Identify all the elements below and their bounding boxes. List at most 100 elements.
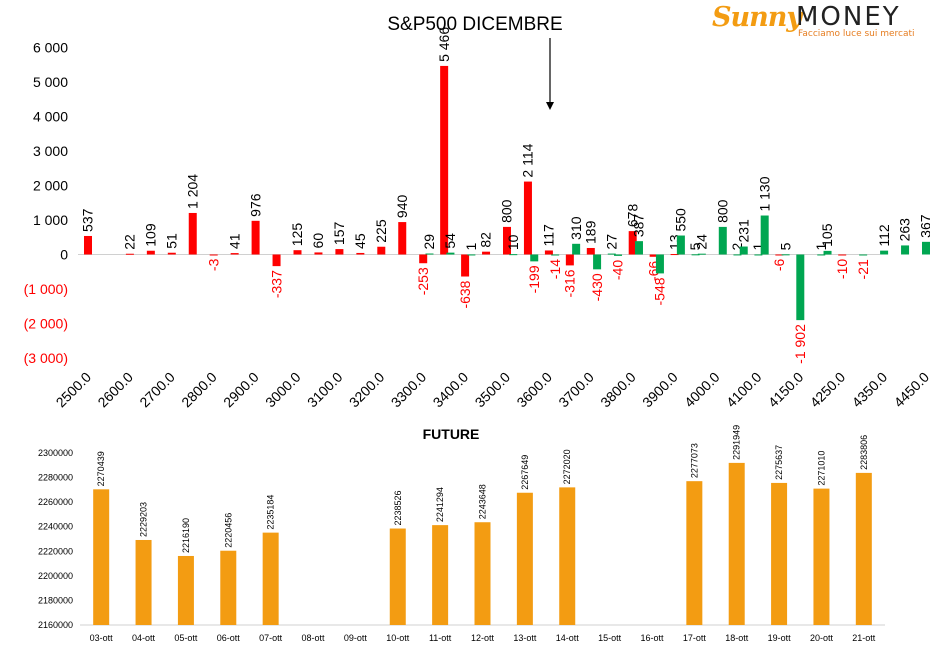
x-tick-label: 11-ott — [429, 633, 452, 643]
bar-positive — [922, 241, 930, 255]
bar-positive — [593, 254, 602, 270]
bar-negative — [335, 249, 344, 255]
x-tick-label: 3300.0 — [388, 369, 430, 411]
bar-data-label: 2229203 — [139, 502, 149, 537]
future-bar — [559, 487, 576, 625]
bar-data-label: 157 — [331, 222, 347, 246]
bar-data-label: -430 — [589, 273, 605, 301]
bar-data-label: 800 — [499, 199, 515, 223]
bar-data-label: 678 — [624, 204, 640, 228]
y-tick-label: 2300000 — [38, 448, 73, 458]
bar-positive — [781, 254, 790, 256]
bar-data-label: 5 — [777, 242, 793, 250]
x-tick-label: 14-ott — [556, 633, 580, 643]
bar-positive — [551, 254, 560, 256]
x-tick-label: 13-ott — [513, 633, 537, 643]
bar-positive — [697, 253, 706, 255]
bar-positive — [425, 253, 434, 255]
bar-negative — [293, 250, 302, 255]
bar-negative — [419, 254, 428, 264]
bar-positive — [467, 254, 476, 256]
x-tick-label: 4350.0 — [849, 369, 891, 411]
bar-data-label: 125 — [289, 223, 305, 247]
bar-positive — [739, 246, 748, 255]
bar-negative — [146, 250, 155, 255]
bar-data-label: 800 — [714, 199, 730, 223]
bar-data-label: 976 — [247, 193, 263, 217]
bar-data-label: -199 — [526, 265, 542, 293]
bar-positive — [733, 254, 742, 256]
bar-data-label: 41 — [226, 233, 242, 249]
x-tick-label: 4250.0 — [807, 369, 849, 411]
x-tick-label: 2700.0 — [136, 369, 178, 411]
bar-data-label: 231 — [735, 219, 751, 243]
bar-negative — [586, 247, 595, 255]
bar-data-label: 10 — [505, 234, 521, 250]
future-bar — [135, 539, 152, 625]
x-tick-label: 3900.0 — [639, 369, 681, 411]
bar-data-label: 940 — [394, 194, 410, 218]
y-tick-label: 4 000 — [33, 109, 68, 125]
bar-negative — [628, 231, 637, 255]
bar-positive — [655, 254, 664, 274]
x-tick-label: 09-ott — [344, 633, 368, 643]
bar-negative — [230, 253, 239, 255]
bar-negative — [461, 254, 470, 277]
bar-data-label: 537 — [80, 208, 96, 232]
future-bar — [432, 525, 449, 625]
future-chart: FUTURE 2300000 2280000 2260000 2240000 222000… — [38, 425, 885, 643]
x-tick-label: 06-ott — [217, 633, 241, 643]
bar-data-label: -40 — [610, 260, 626, 280]
bar-positive — [530, 254, 539, 262]
bar-data-label: 1 130 — [756, 176, 772, 211]
bar-data-label: 1 — [463, 242, 479, 250]
y-tick-label: 0 — [60, 247, 68, 263]
bar-negative — [251, 220, 260, 255]
x-tick-label: 2900.0 — [220, 369, 262, 411]
x-tick-label: 3400.0 — [430, 369, 472, 411]
bar-positive — [796, 254, 805, 321]
future-bar — [177, 555, 194, 625]
bar-negative — [209, 254, 218, 256]
bar-negative — [440, 65, 449, 255]
bar-positive — [509, 254, 518, 256]
bar-data-label: 109 — [143, 223, 159, 247]
bar-positive — [614, 254, 623, 256]
bar-data-label: -548 — [652, 277, 668, 305]
bar-data-label: -3 — [205, 258, 221, 271]
future-bar — [220, 550, 237, 625]
x-tick-label: 3700.0 — [555, 369, 597, 411]
bar-data-label: 263 — [897, 218, 913, 242]
y-tick-label: 2180000 — [38, 595, 73, 605]
x-tick-label: 16-ott — [640, 633, 664, 643]
y-tick-label: 2260000 — [38, 497, 73, 507]
x-tick-label: 10-ott — [386, 633, 410, 643]
bar-negative — [544, 250, 553, 255]
bar-positive — [607, 253, 616, 255]
bar-positive — [880, 250, 889, 255]
x-tick-label: 08-ott — [302, 633, 326, 643]
bar-data-label: 2275637 — [774, 445, 784, 480]
bar-data-label: 22 — [122, 234, 138, 250]
bar-negative — [670, 254, 679, 256]
x-tick-label: 2500.0 — [53, 369, 95, 411]
x-tick-label: 4100.0 — [723, 369, 765, 411]
bar-data-label: -6 — [771, 258, 787, 271]
bar-data-label: 2271010 — [816, 451, 826, 486]
x-tick-label: 4000.0 — [681, 369, 723, 411]
x-tick-label: 3600.0 — [513, 369, 555, 411]
bar-data-label: 225 — [373, 219, 389, 243]
bar-data-label: 550 — [673, 208, 689, 232]
bar-negative — [775, 254, 784, 256]
x-tick-label: 17-ott — [683, 633, 707, 643]
bar-data-label: -1 902 — [792, 324, 808, 364]
bar-data-label: 2243648 — [478, 484, 488, 519]
bar-positive — [859, 254, 868, 256]
bar-data-label: 2216190 — [181, 518, 191, 553]
y-tick-label: (3 000) — [24, 350, 68, 366]
y-tick-label: (2 000) — [24, 316, 68, 332]
bar-data-label: 112 — [876, 224, 892, 247]
x-tick-label: 3000.0 — [262, 369, 304, 411]
x-tick-label: 12-ott — [471, 633, 495, 643]
future-bar — [855, 472, 872, 625]
